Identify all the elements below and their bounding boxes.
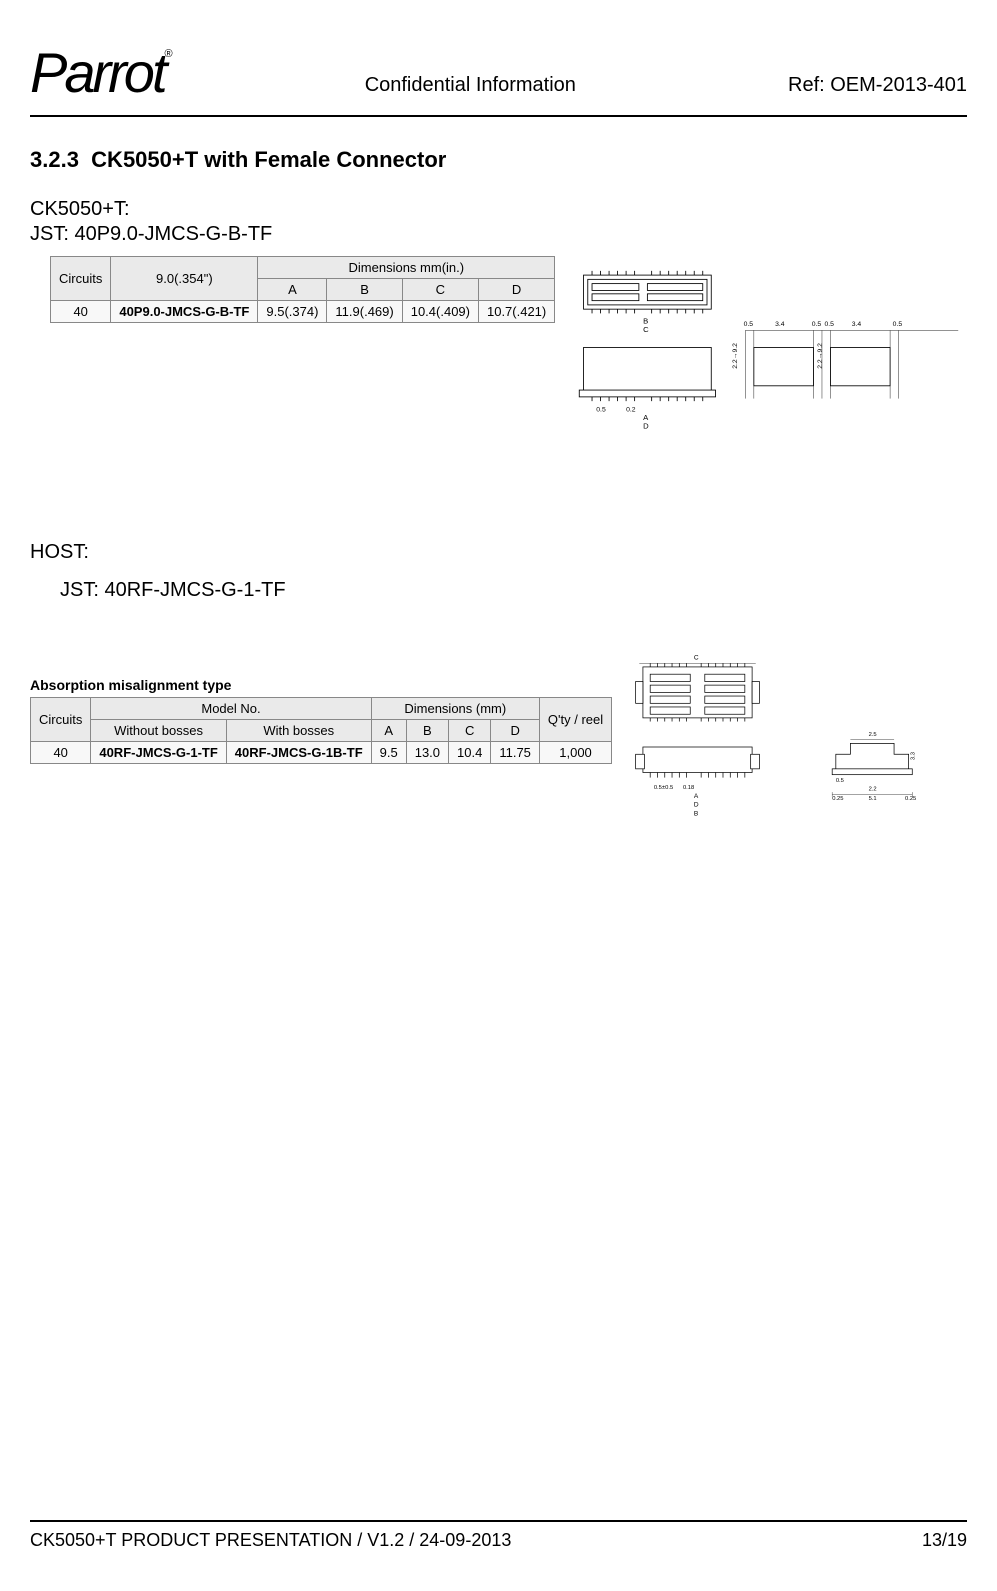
svg-text:0.5: 0.5 xyxy=(836,778,844,784)
svg-text:A: A xyxy=(694,793,699,800)
svg-text:D: D xyxy=(694,802,699,809)
jst-label-1: JST: 40P9.0-JMCS-G-B-TF xyxy=(30,223,967,246)
table2-title: Absorption misalignment type xyxy=(30,677,612,693)
svg-text:3.4: 3.4 xyxy=(852,321,862,328)
registered-icon: ® xyxy=(165,48,173,60)
svg-text:0.5±0.5: 0.5±0.5 xyxy=(654,785,673,791)
drawing-2: C xyxy=(632,617,967,882)
svg-text:3.3: 3.3 xyxy=(911,752,917,760)
svg-text:0.18: 0.18 xyxy=(683,785,694,791)
svg-text:0.25: 0.25 xyxy=(832,796,843,802)
footer-page-number: 13/19 xyxy=(922,1530,967,1551)
svg-text:B: B xyxy=(694,810,699,817)
logo: Parrot® xyxy=(30,40,173,105)
footer-left: CK5050+T PRODUCT PRESENTATION / V1.2 / 2… xyxy=(30,1530,511,1551)
logo-text: Parrot xyxy=(30,41,165,104)
svg-text:0.2: 0.2 xyxy=(626,406,636,413)
th-circuits: Circuits xyxy=(51,257,111,301)
dimension-table-2: Circuits Model No. Dimensions (mm) Q'ty … xyxy=(30,697,612,764)
th-model: 9.0(.354") xyxy=(111,257,258,301)
table-row: 40 40RF-JMCS-G-1-TF 40RF-JMCS-G-1B-TF 9.… xyxy=(31,742,612,764)
svg-text:5.1: 5.1 xyxy=(869,796,877,802)
svg-text:0.5: 0.5 xyxy=(893,321,903,328)
page-footer: CK5050+T PRODUCT PRESENTATION / V1.2 / 2… xyxy=(30,1520,967,1551)
host-label: HOST: xyxy=(30,541,967,564)
confidential-label: Confidential Information xyxy=(173,74,768,97)
svg-text:0.5: 0.5 xyxy=(597,406,607,413)
svg-text:0.5: 0.5 xyxy=(825,321,835,328)
svg-text:2.2→9.2: 2.2→9.2 xyxy=(732,343,739,369)
section-title: 3.2.3 CK5050+T with Female Connector xyxy=(30,147,967,173)
dimension-table-1: Circuits 9.0(.354") Dimensions mm(in.) A… xyxy=(50,256,555,323)
svg-text:0.5: 0.5 xyxy=(744,321,754,328)
svg-text:0.25: 0.25 xyxy=(905,796,916,802)
page-header: Parrot® Confidential Information Ref: OE… xyxy=(30,40,967,117)
svg-text:2.2: 2.2 xyxy=(869,787,877,793)
svg-text:C: C xyxy=(643,325,649,334)
ck5050-label: CK5050+T: xyxy=(30,198,967,221)
svg-text:2.5: 2.5 xyxy=(869,732,877,738)
jst-label-2: JST: 40RF-JMCS-G-1-TF xyxy=(60,579,967,602)
svg-text:2.2→9.2: 2.2→9.2 xyxy=(817,343,824,369)
th-dims: Dimensions mm(in.) xyxy=(258,257,555,279)
svg-text:C: C xyxy=(694,655,699,662)
drawing-1: B C 0.5 0.2 A D xyxy=(575,256,967,461)
svg-text:0.5: 0.5 xyxy=(812,321,822,328)
svg-text:A: A xyxy=(643,413,649,422)
svg-text:3.4: 3.4 xyxy=(775,321,785,328)
svg-text:B: B xyxy=(643,317,648,326)
table-row: 40 40P9.0-JMCS-G-B-TF 9.5(.374) 11.9(.46… xyxy=(51,301,555,323)
svg-text:D: D xyxy=(643,421,649,430)
ref-label: Ref: OEM-2013-401 xyxy=(788,74,967,97)
